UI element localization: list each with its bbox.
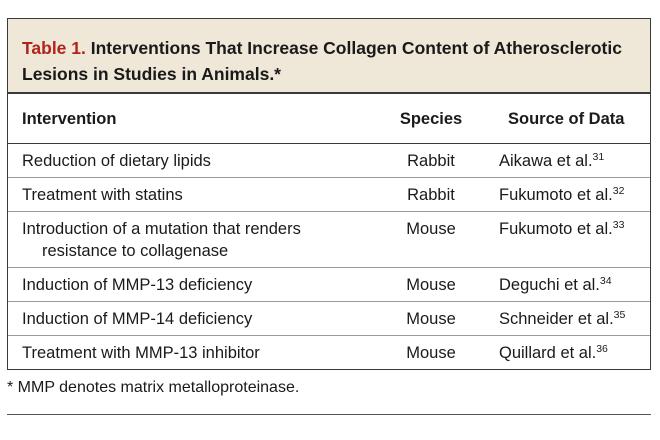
source-authors: Aikawa et al. [499,152,593,170]
reference-number: 32 [612,185,625,197]
cell-source: Fukumoto et al.32 [499,184,624,208]
cell-source: Quillard et al.36 [499,342,608,366]
cell-species: Mouse [406,276,456,294]
source-authors: Fukumoto et al. [499,186,613,204]
intervention-line1: Introduction of a mutation that renders [22,220,301,238]
cell-species: Mouse [406,310,456,328]
source-authors: Deguchi et al. [499,276,600,294]
cell-species: Mouse [406,220,456,238]
reference-number: 34 [599,275,612,287]
header-intervention: Intervention [22,110,117,128]
bottom-divider [7,414,651,415]
table-row: Reduction of dietary lipids Rabbit Aikaw… [8,144,650,178]
cell-species: Mouse [406,344,456,362]
reference-number: 35 [613,309,626,321]
table-title-line1: Interventions That Increase Collagen Con… [85,38,622,58]
source-authors: Schneider et al. [499,310,614,328]
table-title-band: Table 1. Interventions That Increase Col… [8,19,650,94]
cell-source: Schneider et al.35 [499,308,625,332]
cell-intervention: Reduction of dietary lipids [22,152,211,170]
cell-intervention: Induction of MMP-14 deficiency [22,310,253,328]
reference-number: 33 [612,219,625,231]
table-header-row: Intervention Species Source of Data [8,94,650,144]
data-table: Table 1. Interventions That Increase Col… [7,18,651,370]
source-authors: Fukumoto et al. [499,220,613,238]
header-source: Source of Data [508,110,625,128]
table-row: Treatment with MMP-13 inhibitor Mouse Qu… [8,336,650,369]
cell-source: Fukumoto et al.33 [499,218,624,242]
header-species: Species [399,110,463,128]
table-title: Table 1. Interventions That Increase Col… [22,35,636,87]
table-row: Induction of MMP-13 deficiency Mouse Deg… [8,268,650,302]
table-title-line2: Lesions in Studies in Animals.* [22,64,281,84]
reference-number: 36 [596,343,608,355]
table-footnote: * MMP denotes matrix metalloproteinase. [7,379,300,396]
table-label: Table 1. [22,38,86,58]
cell-source: Aikawa et al.31 [499,150,604,174]
cell-species: Rabbit [407,152,455,170]
table-row: Treatment with statins Rabbit Fukumoto e… [8,178,650,212]
cell-intervention: Treatment with MMP-13 inhibitor [22,344,260,362]
cell-source: Deguchi et al.34 [499,274,612,298]
cell-species: Rabbit [407,186,455,204]
table-row: Introduction of a mutation that renders r… [8,212,650,268]
cell-intervention: Induction of MMP-13 deficiency [22,276,253,294]
source-authors: Quillard et al. [499,344,597,362]
cell-intervention: Treatment with statins [22,186,183,204]
cell-intervention: Introduction of a mutation that renders r… [22,218,352,262]
table-row: Induction of MMP-14 deficiency Mouse Sch… [8,302,650,336]
intervention-line2: resistance to collagenase [42,242,229,260]
reference-number: 31 [592,151,605,163]
